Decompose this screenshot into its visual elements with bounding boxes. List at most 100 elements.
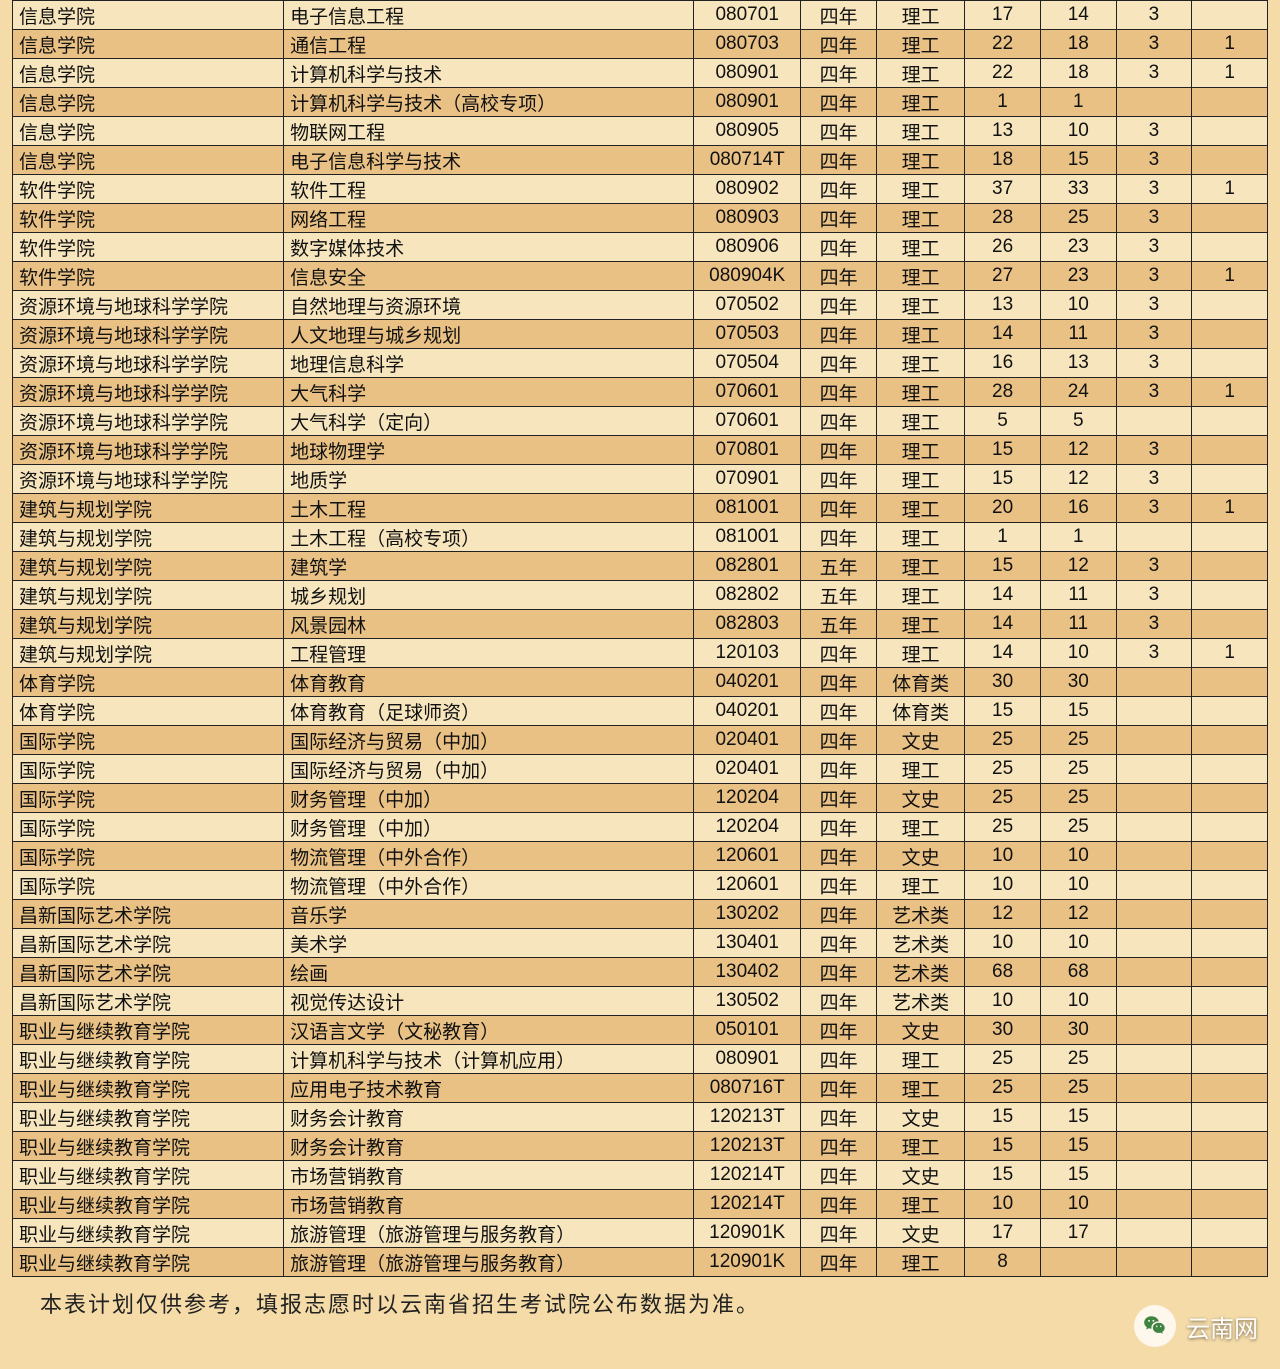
cell-n3 xyxy=(1116,726,1192,755)
cell-category: 理工 xyxy=(876,291,964,320)
table-row: 资源环境与地球科学学院地理信息科学070504四年理工16133 xyxy=(13,349,1268,378)
cell-n3: 3 xyxy=(1116,204,1192,233)
cell-code: 120601 xyxy=(694,871,801,900)
cell-years: 四年 xyxy=(801,291,877,320)
cell-college: 建筑与规划学院 xyxy=(13,523,284,552)
cell-code: 080906 xyxy=(694,233,801,262)
cell-major: 财务管理（中加） xyxy=(284,784,694,813)
cell-years: 四年 xyxy=(801,59,877,88)
cell-n1: 15 xyxy=(965,552,1041,581)
cell-n1: 22 xyxy=(965,30,1041,59)
cell-years: 四年 xyxy=(801,958,877,987)
table-row: 体育学院体育教育040201四年体育类3030 xyxy=(13,668,1268,697)
cell-n4 xyxy=(1192,233,1268,262)
cell-n3: 3 xyxy=(1116,233,1192,262)
cell-years: 四年 xyxy=(801,1103,877,1132)
cell-n3 xyxy=(1116,813,1192,842)
cell-n3: 3 xyxy=(1116,581,1192,610)
table-row: 国际学院国际经济与贸易（中加）020401四年理工2525 xyxy=(13,755,1268,784)
cell-college: 信息学院 xyxy=(13,88,284,117)
cell-years: 四年 xyxy=(801,1016,877,1045)
table-row: 职业与继续教育学院汉语言文学（文秘教育）050101四年文史3030 xyxy=(13,1016,1268,1045)
cell-n1: 17 xyxy=(965,1219,1041,1248)
cell-code: 020401 xyxy=(694,726,801,755)
table-row: 昌新国际艺术学院绘画130402四年艺术类6868 xyxy=(13,958,1268,987)
cell-major: 计算机科学与技术 xyxy=(284,59,694,88)
cell-category: 理工 xyxy=(876,1074,964,1103)
cell-n1: 68 xyxy=(965,958,1041,987)
cell-n1: 18 xyxy=(965,146,1041,175)
cell-category: 艺术类 xyxy=(876,987,964,1016)
cell-n4 xyxy=(1192,1045,1268,1074)
table-row: 国际学院物流管理（中外合作）120601四年文史1010 xyxy=(13,842,1268,871)
cell-category: 理工 xyxy=(876,813,964,842)
cell-college: 资源环境与地球科学学院 xyxy=(13,349,284,378)
cell-n4 xyxy=(1192,987,1268,1016)
cell-n2: 14 xyxy=(1040,1,1116,30)
cell-years: 四年 xyxy=(801,175,877,204)
cell-n1: 15 xyxy=(965,465,1041,494)
cell-n2: 25 xyxy=(1040,755,1116,784)
cell-years: 四年 xyxy=(801,639,877,668)
cell-n4 xyxy=(1192,871,1268,900)
cell-major: 风景园林 xyxy=(284,610,694,639)
cell-n4: 1 xyxy=(1192,494,1268,523)
cell-n1: 13 xyxy=(965,117,1041,146)
cell-code: 120901K xyxy=(694,1219,801,1248)
cell-category: 理工 xyxy=(876,88,964,117)
cell-n3: 3 xyxy=(1116,378,1192,407)
cell-n4 xyxy=(1192,465,1268,494)
cell-years: 五年 xyxy=(801,610,877,639)
cell-n1: 15 xyxy=(965,1103,1041,1132)
cell-major: 自然地理与资源环境 xyxy=(284,291,694,320)
cell-college: 建筑与规划学院 xyxy=(13,494,284,523)
cell-n1: 30 xyxy=(965,1016,1041,1045)
cell-category: 体育类 xyxy=(876,697,964,726)
cell-n3 xyxy=(1116,1045,1192,1074)
cell-major: 应用电子技术教育 xyxy=(284,1074,694,1103)
cell-n2: 25 xyxy=(1040,726,1116,755)
cell-category: 理工 xyxy=(876,30,964,59)
cell-n2: 11 xyxy=(1040,610,1116,639)
cell-college: 建筑与规划学院 xyxy=(13,552,284,581)
cell-years: 四年 xyxy=(801,146,877,175)
cell-n1: 10 xyxy=(965,929,1041,958)
cell-n4 xyxy=(1192,320,1268,349)
cell-code: 130401 xyxy=(694,929,801,958)
cell-major: 大气科学 xyxy=(284,378,694,407)
cell-n2: 12 xyxy=(1040,552,1116,581)
cell-code: 130402 xyxy=(694,958,801,987)
cell-n4 xyxy=(1192,1190,1268,1219)
table-row: 资源环境与地球科学学院地质学070901四年理工15123 xyxy=(13,465,1268,494)
cell-code: 120204 xyxy=(694,784,801,813)
cell-n4 xyxy=(1192,697,1268,726)
cell-category: 文史 xyxy=(876,1219,964,1248)
cell-n3: 3 xyxy=(1116,262,1192,291)
footer-note: 本表计划仅供参考，填报志愿时以云南省招生考试院公布数据为准。 xyxy=(12,1277,1268,1319)
cell-college: 昌新国际艺术学院 xyxy=(13,958,284,987)
cell-n4: 1 xyxy=(1192,175,1268,204)
cell-n4 xyxy=(1192,668,1268,697)
cell-n3 xyxy=(1116,1190,1192,1219)
cell-code: 070901 xyxy=(694,465,801,494)
cell-n4 xyxy=(1192,1074,1268,1103)
cell-n2: 10 xyxy=(1040,117,1116,146)
cell-category: 理工 xyxy=(876,1190,964,1219)
cell-years: 四年 xyxy=(801,407,877,436)
cell-college: 信息学院 xyxy=(13,146,284,175)
cell-category: 理工 xyxy=(876,639,964,668)
cell-college: 职业与继续教育学院 xyxy=(13,1219,284,1248)
cell-n2: 25 xyxy=(1040,204,1116,233)
cell-years: 四年 xyxy=(801,842,877,871)
cell-college: 建筑与规划学院 xyxy=(13,581,284,610)
cell-code: 050101 xyxy=(694,1016,801,1045)
cell-college: 资源环境与地球科学学院 xyxy=(13,407,284,436)
cell-n4 xyxy=(1192,842,1268,871)
cell-code: 080701 xyxy=(694,1,801,30)
cell-category: 理工 xyxy=(876,378,964,407)
cell-n1: 37 xyxy=(965,175,1041,204)
table-row: 职业与继续教育学院财务会计教育120213T四年理工1515 xyxy=(13,1132,1268,1161)
cell-n3 xyxy=(1116,871,1192,900)
table-row: 建筑与规划学院土木工程081001四年理工201631 xyxy=(13,494,1268,523)
cell-code: 020401 xyxy=(694,755,801,784)
